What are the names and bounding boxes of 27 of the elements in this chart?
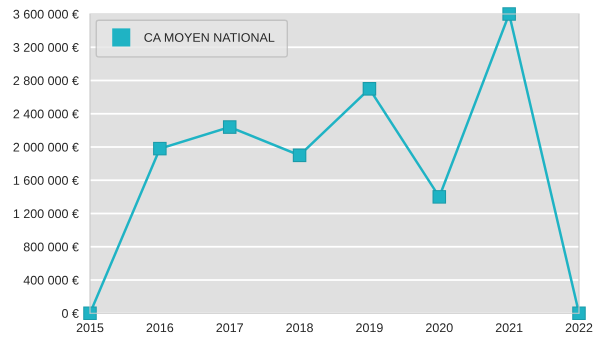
y-tick-label: 2 000 000 € [13,142,79,152]
y-tick-label: 0 € [62,309,79,318]
x-tick-label: 2018 [286,323,313,332]
point [153,142,167,156]
y-tick-label: 1 600 000 € [14,176,79,185]
point [502,7,516,21]
point [292,148,306,162]
y-tick-label: 1 200 000 € [14,209,79,218]
y-tick-label: 2 400 000 € [13,110,79,118]
x-tick-label: 2022 [566,323,592,332]
y-tick-label: 3 600 000 € [13,10,79,19]
point [572,306,586,320]
x-tick-label: 2019 [356,323,383,332]
y-tick-label: 2 800 000 € [13,76,79,86]
x-tick-label: 2016 [146,323,174,332]
x-tick-label: 2017 [216,323,243,332]
y-tick-label: 800 000 € [24,242,79,252]
legend-label: CA MOYEN NATIONAL [144,33,274,42]
y-tick-label: 400 000 € [24,276,79,285]
x-tick-label: 2015 [76,323,104,332]
point [432,190,446,204]
point [222,120,236,134]
y-tick-label: 3 200 000 € [13,43,79,52]
x-tick-label: 2020 [426,323,453,332]
x-tick-label: 2021 [496,323,522,332]
point [83,306,97,320]
point [362,82,376,96]
